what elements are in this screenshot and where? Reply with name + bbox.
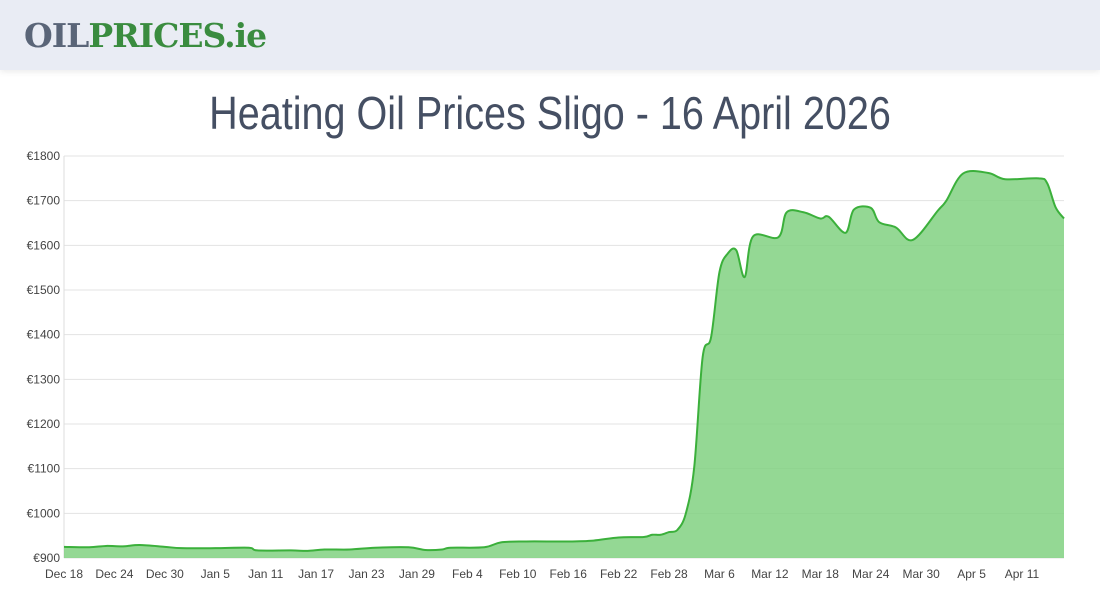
x-tick-label: Mar 18: [802, 567, 840, 581]
x-tick-label: Mar 6: [704, 567, 735, 581]
x-tick-label: Apr 11: [1005, 567, 1040, 581]
x-tick-label: Feb 10: [499, 567, 537, 581]
price-line: [63, 169, 1065, 552]
y-tick-label: €1000: [27, 506, 61, 520]
x-tick-label: Jan 17: [298, 567, 334, 581]
x-tick-label: Jan 11: [248, 567, 283, 581]
x-tick-label: Jan 5: [201, 567, 231, 581]
x-tick-label: Dec 24: [95, 567, 133, 581]
y-tick-label: €1800: [27, 149, 61, 163]
x-tick-label: Jan 23: [349, 567, 385, 581]
x-tick-label: Mar 12: [751, 567, 789, 581]
y-tick-label: €1200: [27, 417, 61, 431]
x-tick-label: Feb 22: [600, 567, 638, 581]
y-tick-label: €900: [33, 551, 60, 565]
y-tick-label: €1700: [27, 194, 61, 208]
x-tick-label: Dec 30: [146, 567, 184, 581]
y-tick-label: €1100: [28, 462, 61, 476]
site-logo[interactable]: OILPRICES.ie: [24, 16, 267, 55]
x-tick-label: Feb 4: [452, 567, 483, 581]
x-tick-label: Mar 24: [852, 567, 890, 581]
page-title: Heating Oil Prices Sligo - 16 April 2026: [209, 87, 891, 139]
y-tick-label: €1500: [27, 283, 61, 297]
x-tick-label: Feb 16: [550, 567, 588, 581]
y-tick-label: €1600: [27, 238, 61, 252]
site-header: OILPRICES.ie: [0, 0, 1100, 70]
x-tick-label: Mar 30: [902, 567, 940, 581]
x-tick-label: Apr 5: [957, 567, 986, 581]
y-tick-label: €1300: [27, 372, 61, 386]
x-tick-label: Dec 18: [45, 567, 83, 581]
x-tick-label: Feb 28: [650, 567, 688, 581]
price-area: [64, 170, 1064, 558]
y-tick-label: €1400: [27, 328, 61, 342]
x-tick-label: Jan 29: [399, 567, 435, 581]
